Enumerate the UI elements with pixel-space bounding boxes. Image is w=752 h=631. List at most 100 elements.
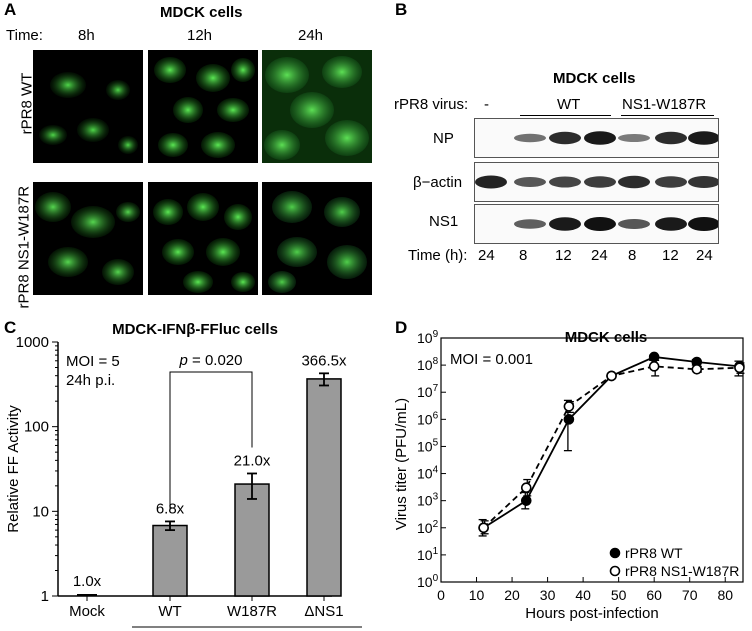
y-tick-base: 10 <box>417 384 433 400</box>
band-actin-lane-2 <box>514 177 546 187</box>
x-axis-label: Hours post-infection <box>525 605 658 622</box>
data-point <box>648 361 660 372</box>
micrograph-wt-8h <box>33 50 143 163</box>
y-tick-base: 10 <box>417 574 433 590</box>
y-tick-label: 101 <box>417 546 439 563</box>
band-np-lane-3 <box>549 131 581 145</box>
significance-bracket <box>169 371 253 510</box>
mutant-group-line <box>621 115 714 116</box>
blot-label-np: NP <box>433 130 454 147</box>
y-tick-label: 104 <box>417 465 439 482</box>
blot-ns1 <box>474 204 720 244</box>
data-point <box>520 482 532 494</box>
blot-time-label: 24 <box>696 247 713 264</box>
bar-ΔNS1 <box>306 378 342 597</box>
band-actin-lane-6 <box>655 176 687 188</box>
band-ns1-lane-3 <box>549 217 581 231</box>
micrograph-mutant-12h <box>148 182 258 295</box>
panel-b-letter: B <box>395 0 408 19</box>
x-tick-label: Mock <box>69 603 105 620</box>
panel-a-time-8h: 8h <box>78 27 95 44</box>
y-tick-exp: 0 <box>433 573 439 584</box>
micrograph-mutant-24h <box>262 182 372 295</box>
panel-b-group-mock: - <box>484 96 489 113</box>
data-point <box>478 522 489 534</box>
blot-time-label: 8 <box>628 247 637 264</box>
y-tick-label: 105 <box>417 437 439 454</box>
panel-d-letter: D <box>395 318 408 337</box>
y-tick-base: 10 <box>417 438 433 454</box>
data-point <box>563 414 575 425</box>
x-tick-label: 50 <box>611 587 627 603</box>
legend-label: rPR8 NS1-W187R <box>625 563 739 579</box>
band-ns1-lane-5 <box>618 219 650 229</box>
y-tick-base: 10 <box>417 520 433 536</box>
bar-chart-ifn: MDCK-IFNβ-FFluc cells 1 10 100 1000 Relative … <box>5 321 362 628</box>
p-symbol: p <box>179 352 188 369</box>
panel-a-time-12h: 12h <box>187 27 213 44</box>
data-point <box>606 370 617 382</box>
blot-time-label: 24 <box>591 247 608 264</box>
y-tick-label: 108 <box>417 356 439 373</box>
x-tick-label: W187R <box>227 603 277 620</box>
panel-b-group-mutant: NS1-W187R <box>622 96 707 113</box>
bar-value-label: 1.0x <box>73 573 102 590</box>
band-np-lane-5 <box>618 134 650 142</box>
y-tick-base: 10 <box>417 357 433 373</box>
band-np-lane-6 <box>655 131 687 145</box>
x-tick-label: 20 <box>504 587 520 603</box>
band-actin-lane-4 <box>584 176 616 188</box>
band-np-lane-2 <box>514 133 546 143</box>
band-ns1-lane-7 <box>688 217 720 231</box>
y-tick-exp: 9 <box>433 329 439 340</box>
band-np-lane-7 <box>688 131 720 145</box>
blot-label-actin: β−actin <box>413 174 463 191</box>
y-tick-label: 107 <box>417 383 439 400</box>
y-tick-exp: 6 <box>433 410 439 421</box>
y-tick-label: 106 <box>417 410 439 427</box>
y-axis-label: Virus titer (PFU/mL) <box>393 398 410 530</box>
band-actin-lane-3 <box>549 176 581 188</box>
band-actin-lane-7 <box>688 176 720 188</box>
chart-c-title: MDCK-IFNβ-FFluc cells <box>112 321 278 338</box>
band-ns1-lane-4 <box>584 217 616 231</box>
panel-b-virus-label: rPR8 virus: <box>394 96 469 113</box>
panel-b-title: MDCK cells <box>553 70 636 87</box>
band-actin-lane-5 <box>618 175 650 189</box>
band-actin-lane-1 <box>475 175 507 189</box>
y-tick-label: 103 <box>417 492 439 509</box>
wt-group-line <box>520 115 611 116</box>
panel-c-letter: C <box>4 318 17 337</box>
x-tick-label: 0 <box>437 587 445 603</box>
micrograph-wt-24h <box>262 50 372 163</box>
p-value-label: p = 0.020 <box>179 352 243 369</box>
y-tick-label: 109 <box>417 329 439 346</box>
y-tick-exp: 8 <box>433 356 439 367</box>
y-tick-label: 1000 <box>16 334 49 351</box>
p-value: = 0.020 <box>188 352 243 369</box>
blot-time-label: 12 <box>555 247 572 264</box>
blot-time-label: 24 <box>478 247 495 264</box>
panel-b-group-wt: WT <box>557 96 581 113</box>
data-point <box>691 364 703 375</box>
x-tick-label: 80 <box>717 587 733 603</box>
legend-marker <box>609 547 621 559</box>
x-tick-label: WT <box>158 603 181 620</box>
panel-a-time-label: Time: <box>6 27 43 44</box>
blot-time-label: 8 <box>519 247 528 264</box>
x-tick-label: ΔNS1 <box>304 603 343 620</box>
y-tick-exp: 4 <box>433 465 439 476</box>
x-tick-label: 40 <box>575 587 591 603</box>
y-tick-base: 10 <box>417 411 433 427</box>
y-tick-base: 10 <box>417 466 433 482</box>
data-point <box>520 495 532 506</box>
y-tick-base: 10 <box>417 547 433 563</box>
blot-label-ns1: NS1 <box>429 213 459 230</box>
band-ns1-lane-6 <box>655 217 687 231</box>
band-ns1-lane-2 <box>514 219 546 229</box>
legend-marker <box>609 565 621 577</box>
moi-annotation: MOI = 0.001 <box>450 351 533 368</box>
x-tick-label: 70 <box>682 587 698 603</box>
y-tick-exp: 1 <box>433 546 439 557</box>
y-tick-base: 10 <box>417 330 433 346</box>
